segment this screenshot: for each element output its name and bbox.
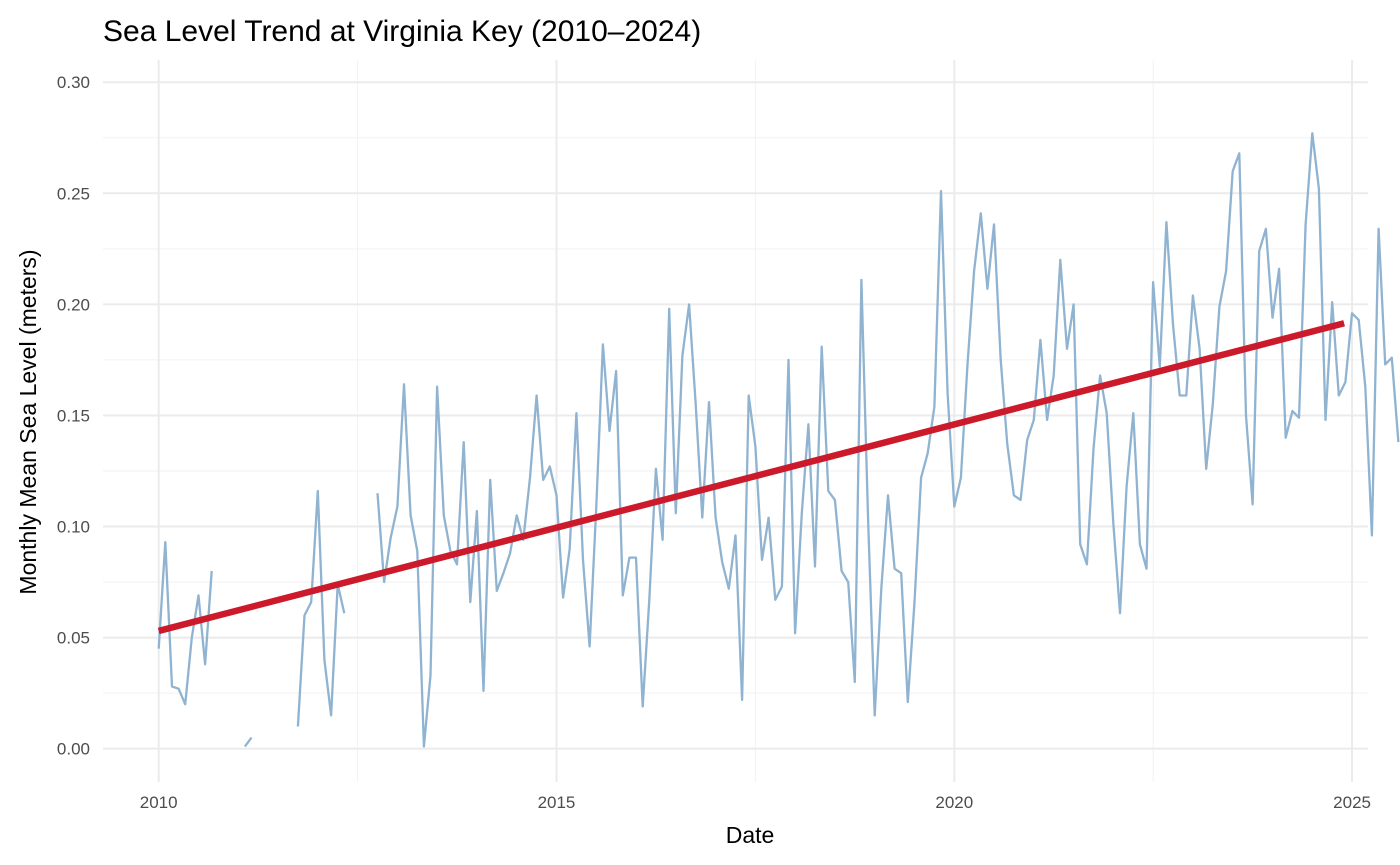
x-axis-title: Date bbox=[726, 822, 775, 848]
y-tick-label: 0.25 bbox=[57, 184, 90, 203]
trend-line bbox=[157, 320, 1345, 635]
x-tick-label: 2015 bbox=[538, 793, 576, 812]
y-tick-label: 0.10 bbox=[57, 518, 90, 537]
x-tick-label: 2010 bbox=[140, 793, 178, 812]
x-axis-ticks: 2010 2015 2020 2025 bbox=[140, 793, 1371, 812]
grid bbox=[103, 60, 1368, 782]
y-tick-label: 0.30 bbox=[57, 73, 90, 92]
series-layer bbox=[157, 132, 1400, 748]
y-axis-ticks: 0.00 0.05 0.10 0.15 0.20 0.25 0.30 bbox=[57, 73, 90, 758]
x-tick-label: 2020 bbox=[935, 793, 973, 812]
y-axis-title: Monthly Mean Sea Level (meters) bbox=[15, 249, 41, 594]
chart-title: Sea Level Trend at Virginia Key (2010–20… bbox=[103, 15, 701, 48]
y-tick-label: 0.00 bbox=[57, 740, 90, 759]
y-tick-label: 0.05 bbox=[57, 629, 90, 648]
x-tick-label: 2025 bbox=[1333, 793, 1371, 812]
y-tick-label: 0.20 bbox=[57, 295, 90, 314]
y-tick-label: 0.15 bbox=[57, 406, 90, 425]
monthly-sea-level-line bbox=[157, 132, 1400, 748]
